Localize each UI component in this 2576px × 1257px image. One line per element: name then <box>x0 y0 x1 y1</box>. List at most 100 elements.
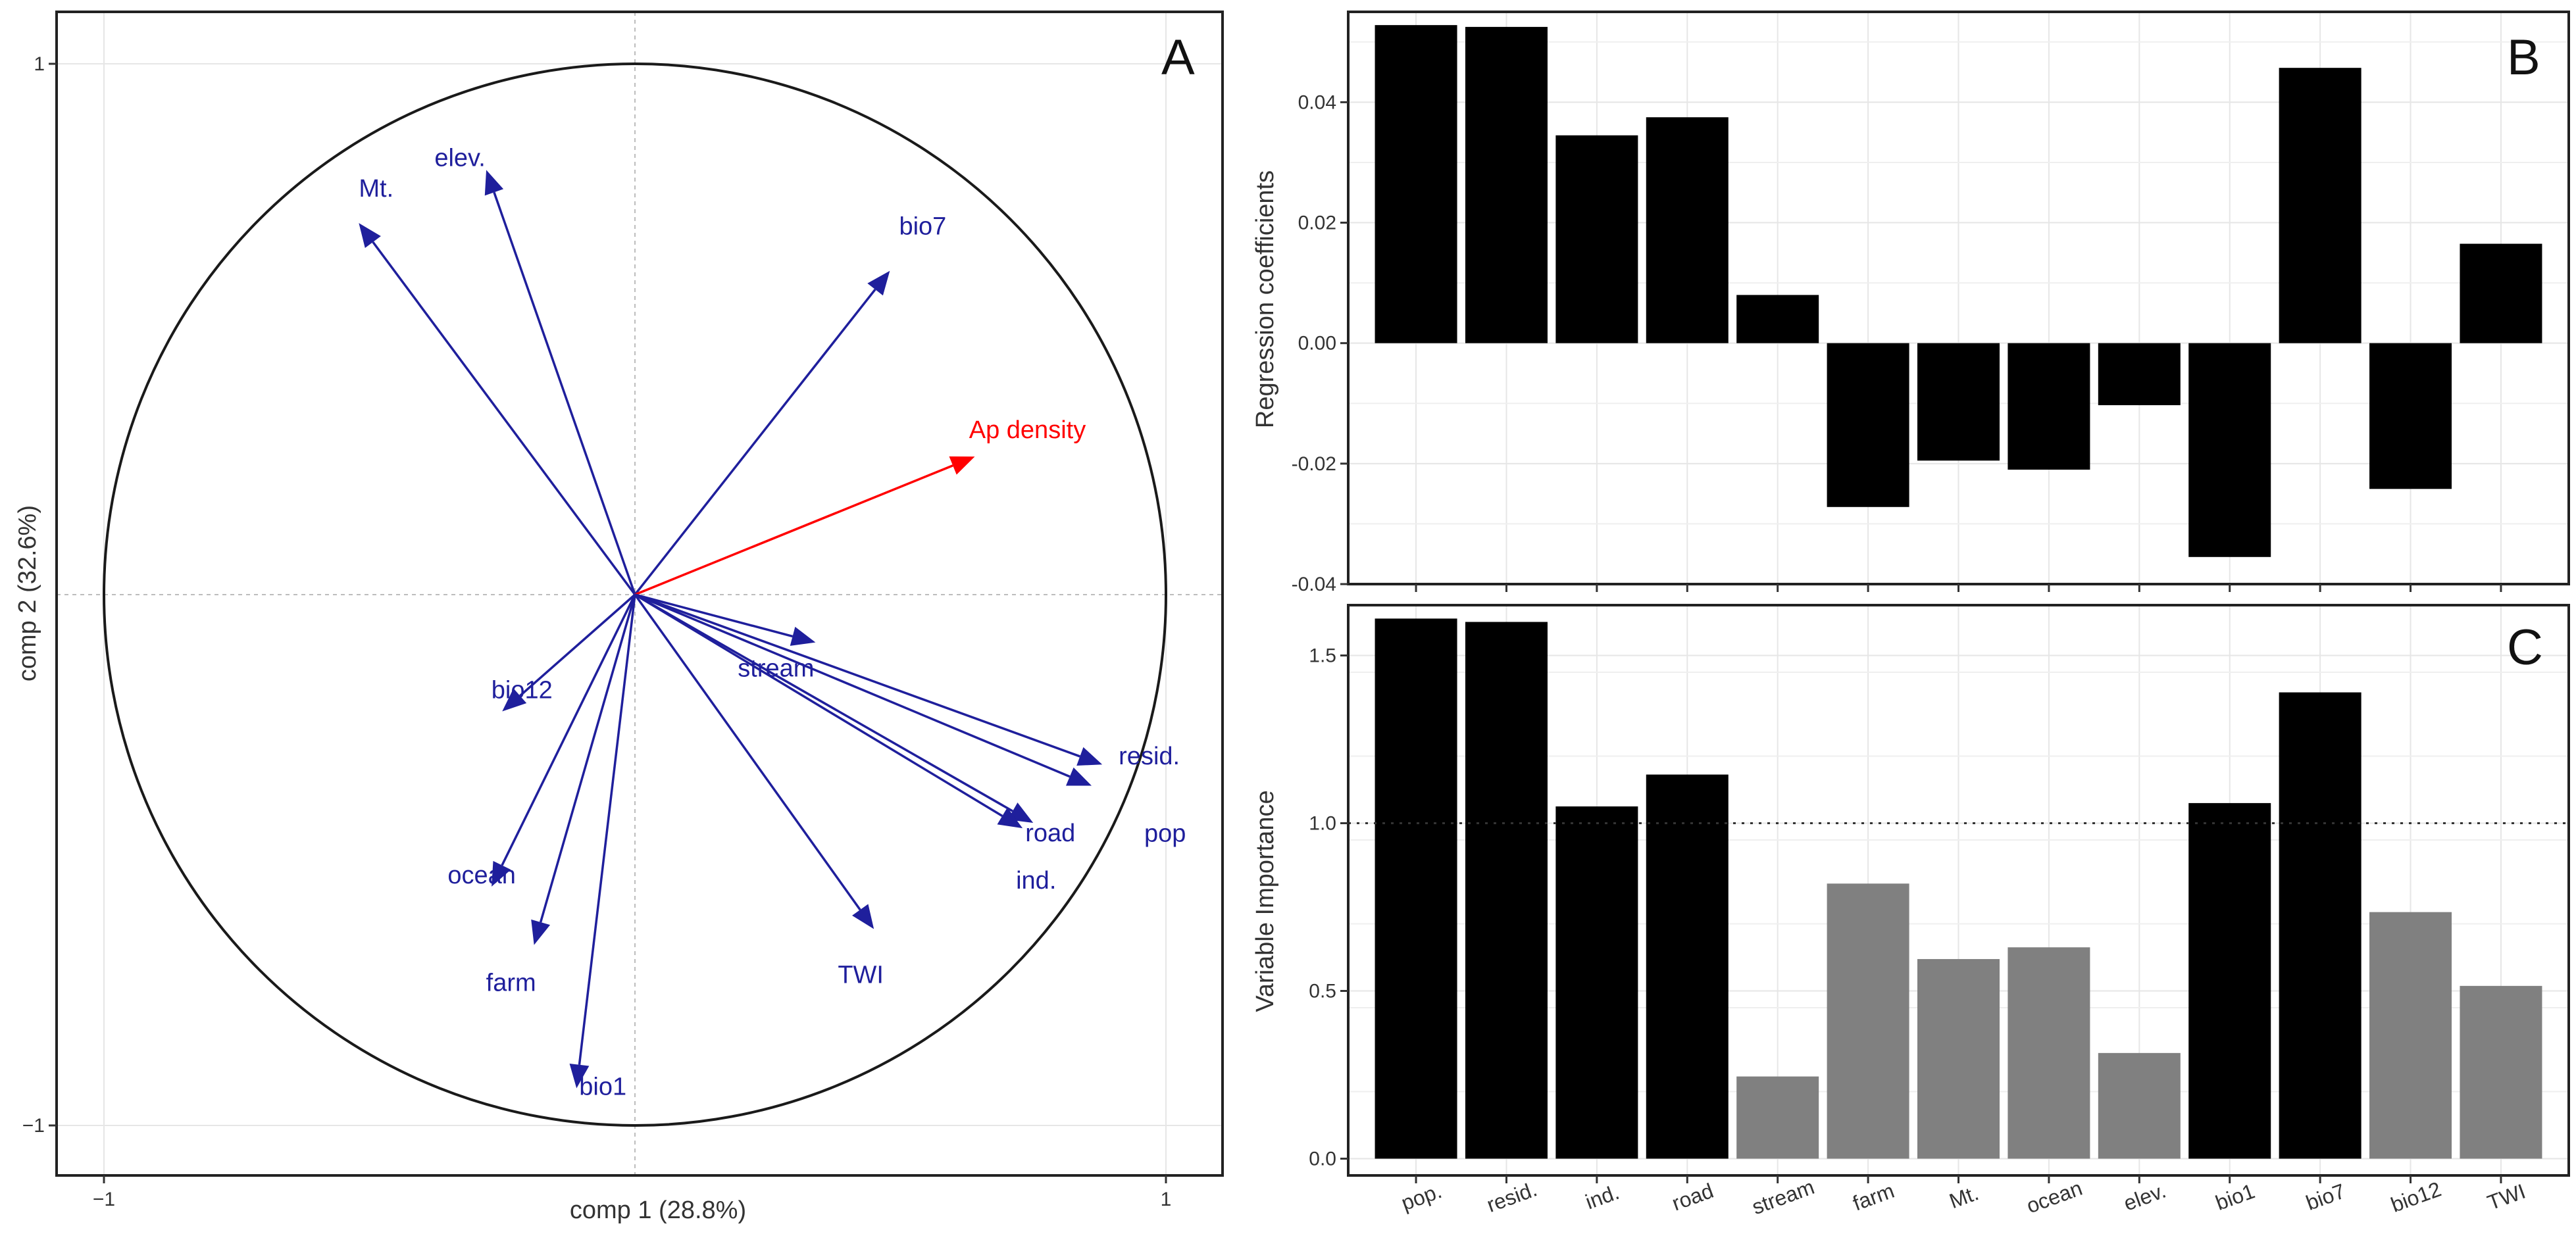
vector-elev: elev. <box>434 144 636 595</box>
vector-arrow-ind <box>634 593 1003 817</box>
vector-bio1: bio1 <box>569 594 636 1101</box>
arrowhead-bio1 <box>569 1063 590 1089</box>
vector-label-bio1: bio1 <box>579 1073 626 1101</box>
vector-arrow-pop <box>634 593 1071 778</box>
bar-c-elev <box>2098 1052 2181 1159</box>
y-tick-label: −1 <box>22 1115 45 1137</box>
bar-b-stream <box>1736 295 1819 343</box>
vector-arrow-stream <box>634 593 794 638</box>
vector-ocean: ocean <box>447 594 636 889</box>
bar-b-road <box>1646 117 1729 343</box>
arrowhead-farm <box>531 919 551 945</box>
y-tick-label: 0.0 <box>1309 1148 1336 1170</box>
vector-label-ocean: ocean <box>447 862 516 889</box>
vector-label-farm: farm <box>486 970 536 997</box>
panel-a: Mt. elev. bio7 Ap density stream resid. pop roa… <box>14 11 1224 1224</box>
bar-c-bio7 <box>2279 692 2361 1159</box>
bar-b-ocean <box>2008 343 2090 470</box>
panel-c-y-axis-title: Variable Importance <box>1251 790 1279 1012</box>
loading-vectors: Mt. elev. bio7 Ap density stream resid. pop roa… <box>359 144 1186 1101</box>
vector-arrow-farm <box>539 594 636 923</box>
bar-c-pop <box>1375 618 1457 1159</box>
vector-bio7: bio7 <box>634 213 946 596</box>
bar-b-ind <box>1555 135 1638 343</box>
arrowhead-bio7 <box>867 270 890 296</box>
category-label-road: road <box>1669 1179 1716 1216</box>
bar-c-resid <box>1465 622 1548 1159</box>
category-label-bio1: bio1 <box>2212 1179 2258 1215</box>
panel-a-ticks: −1 1 1 −1 <box>22 53 1172 1210</box>
bar-b-farm <box>1827 343 1909 507</box>
category-label-bio12: bio12 <box>2388 1177 2444 1217</box>
y-tick-label: 0.04 <box>1298 91 1336 113</box>
y-tick-label: -0.02 <box>1292 453 1336 475</box>
y-tick-label: 0.02 <box>1298 212 1336 234</box>
category-label-twi: TWI <box>2484 1179 2528 1215</box>
panel-a-letter: A <box>1161 30 1195 86</box>
vector-arrow-ap-density <box>634 464 953 596</box>
vector-arrow-ocean <box>501 594 636 866</box>
arrowhead-ind <box>997 807 1023 829</box>
panel-a-x-axis-title: comp 1 (28.8%) <box>570 1196 746 1224</box>
panel-b-ticks: -0.04 -0.02 0.00 0.02 0.04 <box>1292 91 2502 595</box>
vector-arrow-bio12 <box>519 593 636 697</box>
vector-label-mt: Mt. <box>359 175 393 203</box>
vector-arrow-twi <box>634 593 861 911</box>
vector-ap-density: Ap density <box>634 416 1086 596</box>
unit-circle <box>103 62 1167 1127</box>
category-label-stream: stream <box>1749 1175 1817 1219</box>
bar-b-elev <box>2098 343 2181 406</box>
bar-c-road <box>1646 774 1729 1159</box>
vector-label-bio7: bio7 <box>899 213 946 241</box>
panel-a-frame <box>55 11 1224 1177</box>
vector-twi: TWI <box>634 593 884 989</box>
bar-b-twi <box>2460 243 2542 343</box>
arrowhead-mt <box>359 223 381 248</box>
vector-label-twi: TWI <box>838 961 884 989</box>
panel-c-bars <box>1375 618 2542 1159</box>
vector-arrow-bio7 <box>634 288 876 596</box>
x-tick-label: −1 <box>93 1189 115 1210</box>
arrowhead-stream <box>790 626 816 646</box>
panel-c: 0.0 0.5 1.0 1.5 pop. resid. ind. road stream far… <box>1251 604 2570 1219</box>
panel-b-bars <box>1375 25 2542 557</box>
panel-c-ticks: 0.0 0.5 1.0 1.5 <box>1309 645 2502 1183</box>
vector-pop: pop <box>634 593 1186 848</box>
vector-arrow-mt <box>372 241 636 596</box>
arrowhead-ocean <box>492 860 511 887</box>
vector-label-elev: elev. <box>434 144 485 172</box>
category-label-pop: pop. <box>1398 1179 1445 1215</box>
vector-label-ind: ind. <box>1016 867 1056 895</box>
bar-b-mt <box>1917 343 2000 461</box>
bar-c-ind <box>1555 806 1638 1159</box>
bar-c-twi <box>2460 985 2542 1159</box>
vector-arrow-elev <box>493 191 636 595</box>
category-label-bio7: bio7 <box>2303 1179 2348 1215</box>
vector-label-resid: resid. <box>1119 743 1180 770</box>
panel-a-y-axis-title: comp 2 (32.6%) <box>14 505 41 681</box>
y-tick-label: 1.5 <box>1309 645 1336 667</box>
panel-b-y-axis-title: Regression coefficients <box>1251 170 1279 428</box>
bar-b-bio1 <box>2188 343 2271 557</box>
bar-b-pop <box>1375 25 1457 343</box>
arrowhead-twi <box>852 904 874 929</box>
bar-b-resid <box>1465 26 1548 343</box>
arrowhead-ap-density <box>949 456 975 475</box>
category-label-farm: farm <box>1850 1179 1897 1216</box>
y-tick-label: 1.0 <box>1309 813 1336 835</box>
y-tick-label: 0.00 <box>1298 333 1336 355</box>
category-label-resid: resid. <box>1484 1177 1540 1217</box>
panel-c-letter: C <box>2507 620 2543 676</box>
vector-arrow-bio1 <box>578 594 636 1065</box>
vector-label-stream: stream <box>738 655 814 683</box>
bar-c-bio12 <box>2369 912 2452 1159</box>
bar-c-bio1 <box>2188 802 2271 1159</box>
arrowhead-bio12 <box>502 688 527 712</box>
arrowhead-resid <box>1076 747 1103 766</box>
vector-arrow-resid <box>634 593 1080 758</box>
vector-ind: ind. <box>634 593 1056 895</box>
bar-b-bio12 <box>2369 343 2452 489</box>
vector-arrow-road <box>634 593 1013 812</box>
vector-bio12: bio12 <box>492 593 636 712</box>
vector-mt: Mt. <box>359 175 636 596</box>
